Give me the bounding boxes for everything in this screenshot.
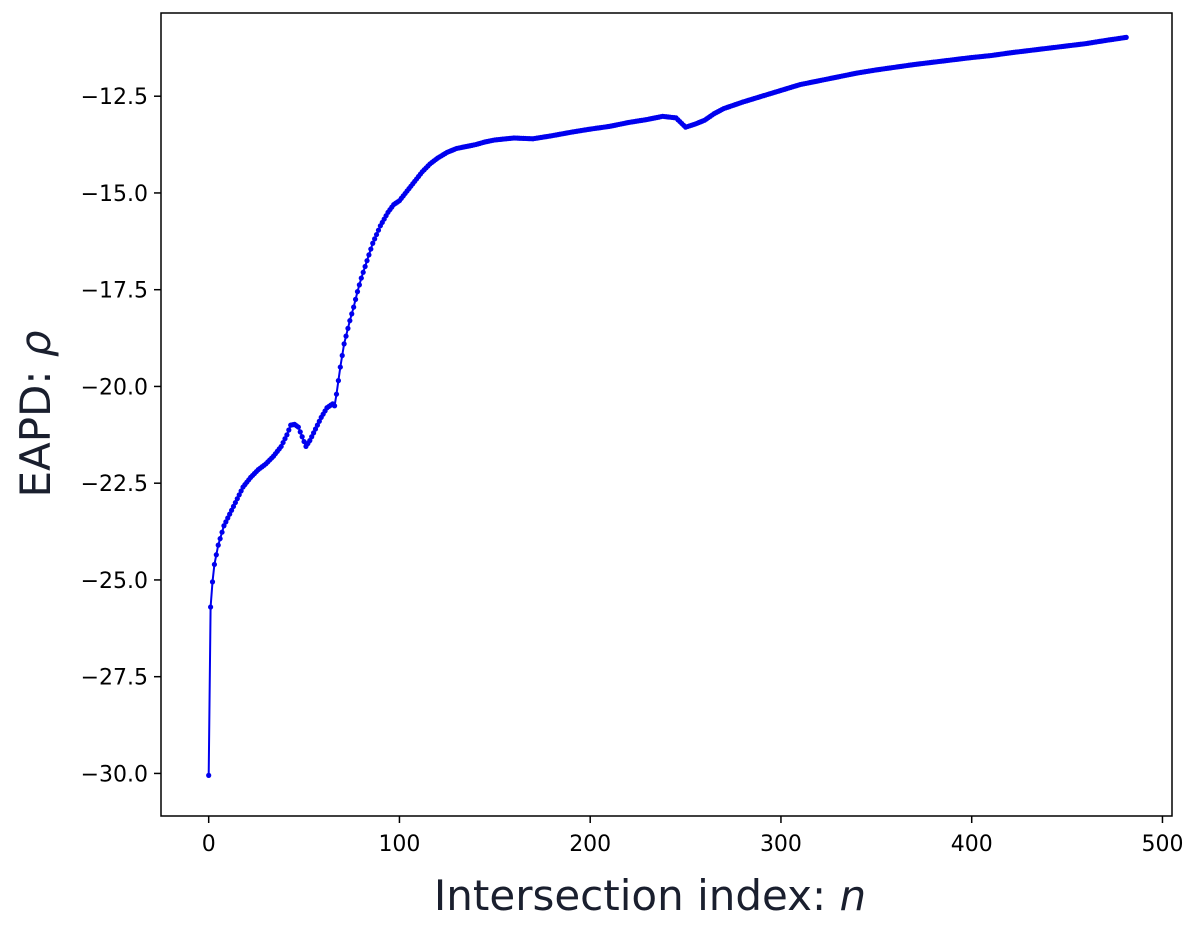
data-point <box>211 561 218 568</box>
data-point <box>370 240 376 246</box>
data-point <box>356 282 362 288</box>
data-point <box>286 427 292 433</box>
x-tick-label: 500 <box>1141 832 1183 857</box>
data-point <box>362 263 368 270</box>
data-point <box>223 519 229 525</box>
data-point <box>299 434 305 440</box>
x-axis-ticks: 0 100 200 300 400 500 <box>202 816 1183 857</box>
x-tick-label: 300 <box>760 832 802 857</box>
y-axis-title-variable: ρ <box>11 330 60 357</box>
data-point <box>375 227 382 233</box>
data-point <box>349 311 355 317</box>
data-point <box>297 429 303 435</box>
x-tick-label: 400 <box>951 832 993 857</box>
data-point <box>358 275 364 281</box>
y-tick-label: −30.0 <box>81 762 148 787</box>
data-point <box>234 496 240 502</box>
y-tick-label: −27.5 <box>81 666 148 691</box>
data-point <box>309 434 315 440</box>
data-point <box>206 772 212 778</box>
data-point <box>219 529 225 535</box>
data-point <box>236 492 242 498</box>
data-point <box>351 304 357 310</box>
data-point <box>230 503 237 510</box>
data-point <box>343 333 349 339</box>
plot-frame <box>160 12 1173 817</box>
y-tick-label: −20.0 <box>81 375 148 400</box>
data-point <box>341 341 347 347</box>
data-point <box>228 507 235 513</box>
x-tick-label: 100 <box>378 832 420 857</box>
data-point <box>307 438 313 444</box>
data-point <box>372 236 378 242</box>
data-point <box>366 252 372 258</box>
data-point <box>364 258 370 264</box>
x-tick-label: 200 <box>569 832 611 857</box>
data-point <box>225 515 231 521</box>
y-tick-label: −22.5 <box>81 472 148 497</box>
data-point <box>368 246 374 252</box>
data-point <box>227 511 233 517</box>
data-point <box>339 352 345 359</box>
data-point <box>331 403 338 409</box>
data-point <box>311 430 317 436</box>
data-point <box>347 318 353 324</box>
x-tick-label: 0 <box>202 832 216 857</box>
x-axis-title-variable: n <box>839 871 866 920</box>
data-point <box>373 231 380 238</box>
data-point <box>278 443 284 450</box>
y-tick-label: −25.0 <box>81 569 148 594</box>
data-point <box>337 364 343 370</box>
data-point <box>360 269 366 275</box>
y-tick-label: −17.5 <box>81 279 148 304</box>
data-point <box>215 542 221 548</box>
data-point <box>1123 34 1129 40</box>
data-point <box>295 424 301 430</box>
data-point <box>314 422 321 428</box>
data-point <box>238 488 244 494</box>
data-point <box>282 436 288 442</box>
data-point <box>352 296 359 302</box>
x-axis-title-text: Intersection index: <box>434 871 840 920</box>
y-axis-ticks: −30.0 −27.5 −25.0 −22.5 −20.0 −17.5 −15.0 −12.5 <box>81 85 161 787</box>
data-point <box>333 391 340 397</box>
y-tick-label: −12.5 <box>81 85 148 110</box>
data-point <box>232 499 238 506</box>
data-point <box>213 552 219 558</box>
data-point <box>345 325 351 331</box>
data-point <box>209 579 216 585</box>
y-axis-title-text: EAPD: <box>11 357 60 497</box>
data-point <box>208 604 214 610</box>
x-axis-title: Intersection index: n <box>434 871 866 920</box>
data-point <box>217 536 223 542</box>
data-point <box>280 439 286 446</box>
y-tick-label: −15.0 <box>81 182 148 207</box>
data-point <box>284 432 290 438</box>
series-layer <box>206 34 1129 778</box>
data-point <box>335 378 341 384</box>
y-axis-title: EAPD: ρ <box>11 330 60 497</box>
data-point <box>312 426 319 432</box>
data-point <box>221 523 227 529</box>
data-point <box>354 289 361 295</box>
data-point <box>316 418 322 424</box>
